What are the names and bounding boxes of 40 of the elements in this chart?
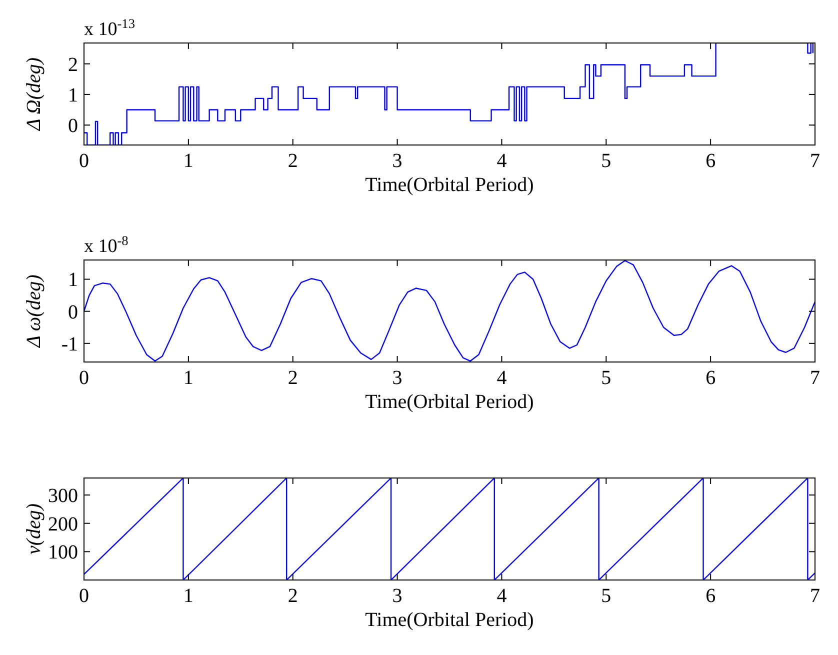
x-tick-label: 3	[392, 150, 402, 172]
x-tick-label: 2	[288, 585, 298, 607]
x-tick-label: 6	[706, 585, 716, 607]
x-tick-label: 7	[810, 150, 820, 172]
x-tick-label: 4	[496, 585, 507, 607]
x-tick-label: 5	[601, 367, 612, 389]
x-tick-label: 2	[288, 367, 298, 389]
y-tick-label: 0	[68, 301, 78, 324]
x-tick-label: 1	[183, 367, 194, 389]
y-tick-label: 0	[68, 115, 78, 138]
x-tick-label: 6	[706, 367, 716, 389]
x-tick-label: 1	[183, 585, 194, 607]
x-tick-label: 5	[601, 585, 612, 607]
y-tick-label: 200	[48, 513, 78, 536]
x-tick-label: 4	[496, 367, 507, 389]
x-tick-label: 4	[496, 150, 507, 172]
x-tick-label: 3	[392, 585, 402, 607]
x-tick-label: 2	[288, 150, 298, 172]
x-axis-title: Time(Orbital Period)	[365, 609, 534, 631]
line-series	[84, 478, 815, 580]
y-axis-title: Δ Ω(deg)	[23, 57, 45, 132]
text: x 10$^{-8}$	[84, 232, 129, 257]
y-tick-label: 100	[48, 542, 78, 564]
x-tick-label: 7	[810, 585, 820, 607]
x-tick-label: 5	[601, 150, 612, 172]
y-axis-title: ν(deg)	[23, 503, 45, 555]
y-tick-label: -1	[61, 333, 78, 356]
text: x 10$^{-13}$	[84, 16, 136, 40]
y-axis-title: Δ ω(deg)	[23, 274, 45, 348]
y-tick-label: 1	[68, 269, 78, 292]
line-series	[84, 260, 815, 362]
x-tick-label: 3	[392, 367, 402, 389]
x-axis-title: Time(Orbital Period)	[365, 391, 534, 413]
x-axis-title: Time(Orbital Period)	[365, 174, 534, 196]
y-tick-label: 1	[68, 84, 78, 106]
y-tick-label: 2	[68, 54, 78, 76]
x-tick-label: 7	[810, 367, 820, 389]
x-tick-label: 1	[183, 150, 194, 172]
y-tick-label: 300	[48, 485, 78, 507]
x-tick-label: 6	[706, 150, 716, 172]
